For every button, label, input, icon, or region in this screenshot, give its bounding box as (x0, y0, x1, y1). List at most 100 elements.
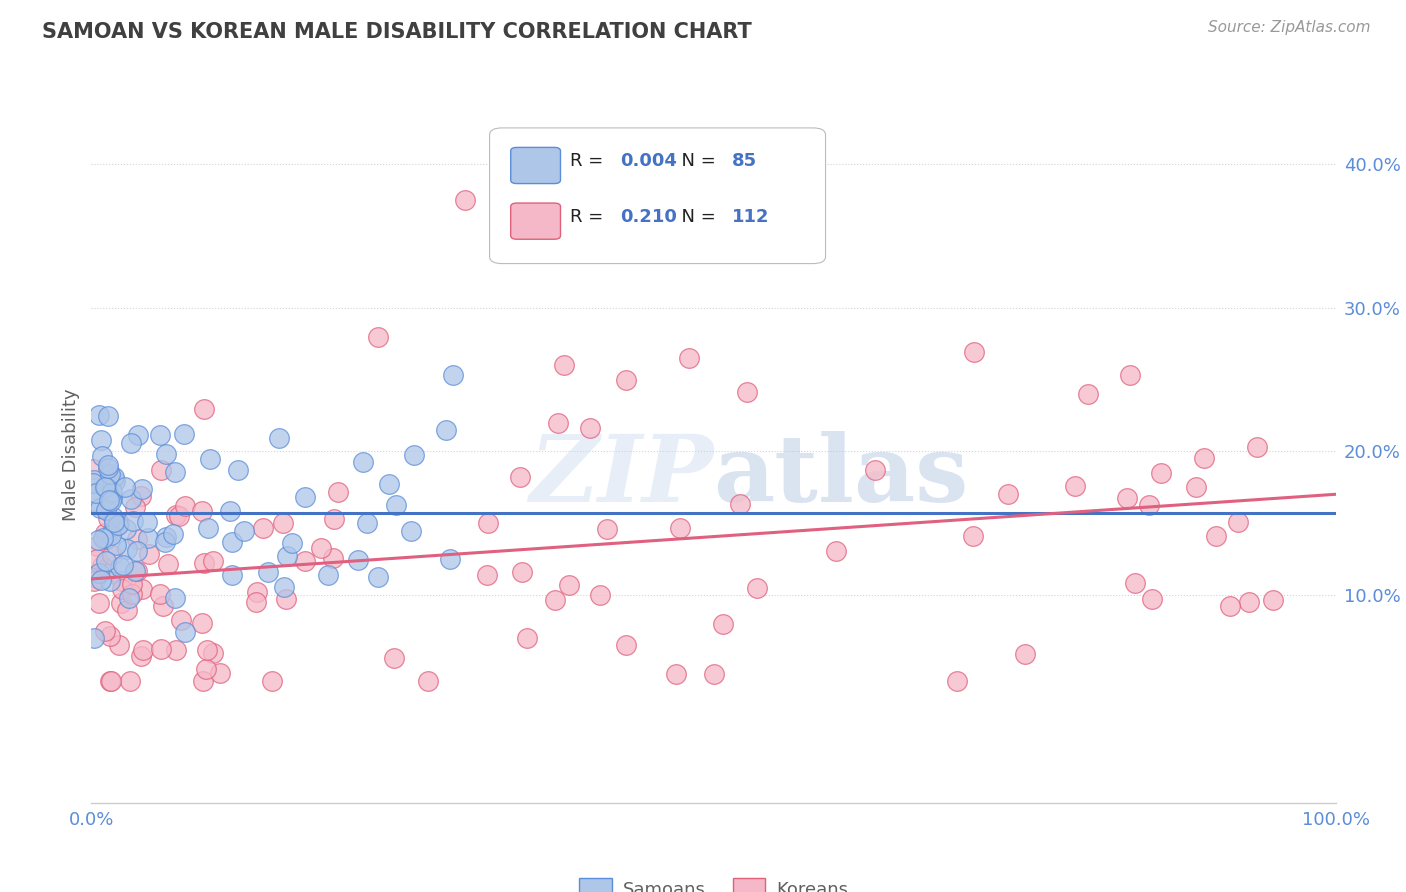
Point (124, 500, 146, 514)
Point (195, 643, 218, 657)
Point (246, 585, 269, 599)
Point (103, 515, 125, 529)
Point (191, 616, 214, 631)
Point (150, 642, 173, 657)
Point (90, 433, 112, 447)
Text: atlas: atlas (713, 431, 969, 521)
Point (114, 480, 136, 494)
Point (108, 560, 131, 574)
Point (678, 351, 700, 365)
Point (82, 476, 104, 491)
Point (702, 666, 725, 681)
Point (294, 554, 316, 568)
Point (94, 502, 117, 516)
Point (276, 591, 298, 606)
Point (477, 516, 499, 530)
Point (163, 591, 186, 606)
Point (153, 535, 176, 549)
Point (191, 673, 214, 688)
Point (197, 521, 219, 535)
Point (589, 588, 612, 602)
Point (120, 436, 142, 450)
Point (110, 596, 132, 610)
Point (84, 571, 107, 585)
Point (173, 624, 195, 639)
Point (385, 498, 408, 512)
Point (271, 516, 294, 530)
Point (101, 524, 124, 538)
Point (155, 447, 177, 461)
Point (252, 520, 274, 534)
Point (209, 665, 232, 680)
Point (728, 498, 751, 512)
Text: N =: N = (671, 153, 721, 170)
Point (668, 521, 690, 535)
Point (747, 581, 769, 595)
Point (962, 529, 984, 543)
Legend: Samoans, Koreans: Samoans, Koreans (572, 871, 855, 892)
Text: 0.004: 0.004 (620, 153, 678, 170)
Point (101, 548, 124, 562)
Point (173, 499, 195, 513)
Point (352, 455, 374, 469)
Point (578, 421, 600, 435)
Point (616, 638, 638, 652)
Point (221, 535, 243, 549)
Text: SAMOAN VS KOREAN MALE DISABILITY CORRELATION CHART: SAMOAN VS KOREAN MALE DISABILITY CORRELA… (42, 22, 752, 42)
Point (1115, 491, 1137, 506)
Point (616, 373, 638, 387)
Point (86, 533, 108, 547)
Point (167, 509, 190, 524)
Point (129, 648, 152, 663)
Point (100, 528, 122, 542)
Point (434, 423, 457, 437)
Point (347, 553, 370, 567)
FancyBboxPatch shape (510, 147, 561, 184)
Point (150, 463, 173, 477)
Point (1077, 387, 1099, 401)
Point (83, 574, 105, 588)
Point (94, 525, 117, 540)
Point (86, 552, 108, 566)
Point (1142, 592, 1164, 607)
Point (152, 599, 174, 613)
Point (98, 629, 121, 643)
Point (83, 473, 105, 487)
Point (149, 427, 172, 442)
Point (111, 574, 134, 588)
Point (1205, 529, 1227, 543)
Point (131, 582, 153, 596)
Point (91, 449, 114, 463)
Point (83, 631, 105, 645)
Point (441, 368, 464, 383)
Point (138, 547, 160, 561)
Point (107, 517, 129, 532)
Point (135, 515, 157, 529)
Point (105, 538, 128, 552)
Point (120, 673, 142, 688)
Point (97, 409, 120, 423)
Point (737, 384, 759, 399)
Text: R =: R = (571, 208, 609, 226)
Point (257, 566, 280, 580)
Point (115, 603, 138, 617)
Point (367, 329, 389, 343)
Point (963, 344, 986, 359)
Point (1219, 599, 1241, 613)
Text: ZIP: ZIP (529, 431, 713, 521)
Point (1261, 593, 1284, 607)
Point (118, 591, 141, 606)
Point (121, 577, 143, 591)
Point (711, 617, 734, 632)
Point (86, 540, 108, 554)
Point (97, 458, 120, 472)
Point (94, 624, 117, 639)
Point (111, 582, 134, 597)
Point (115, 541, 138, 556)
Point (665, 666, 688, 681)
Point (107, 516, 129, 531)
Point (477, 568, 499, 582)
Point (90, 573, 112, 587)
Point (382, 650, 405, 665)
Point (120, 491, 142, 506)
